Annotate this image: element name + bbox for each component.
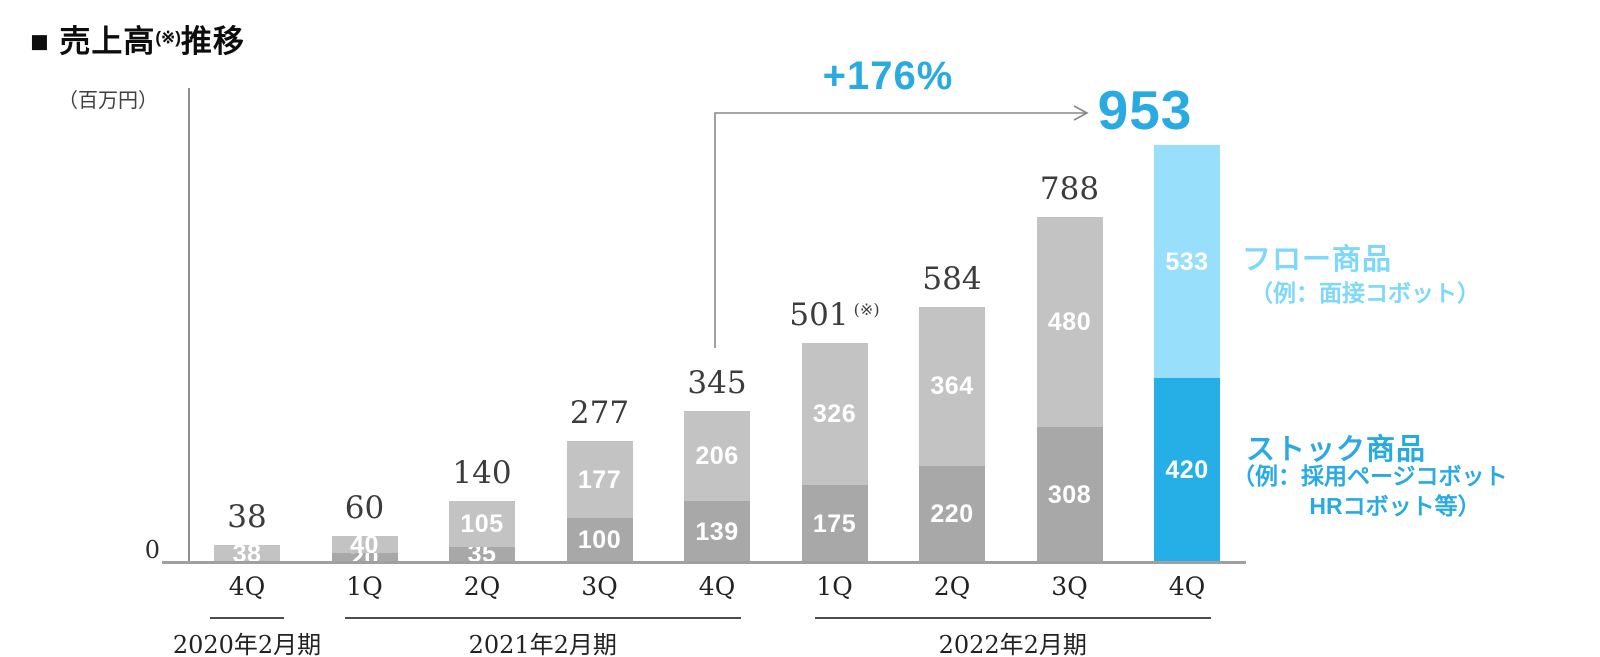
growth-annotation-label: +176% — [822, 54, 954, 98]
bar-total-label: 584 — [922, 260, 982, 297]
bar-segment-value: 220 — [930, 499, 974, 528]
x-axis-quarter-label: 2Q — [463, 572, 501, 601]
fiscal-year-underline — [814, 617, 1211, 619]
bar-segment-flow — [331, 535, 398, 554]
bar-segment-flow — [801, 342, 868, 486]
bar-segment-flow — [1154, 145, 1220, 379]
bar-total-label: 140 — [452, 454, 512, 491]
bar-segment-value: 420 — [1165, 456, 1209, 485]
legend-stock-title: ストック商品 — [1246, 434, 1427, 466]
bar-total-label: 38 — [227, 499, 267, 536]
x-axis-quarter-label: 4Q — [228, 572, 266, 601]
bar-total-label: 60 — [344, 489, 385, 526]
title-footnote-mark: (※) — [155, 28, 181, 47]
bar-segment-stock — [331, 553, 398, 562]
bar-segment-value: 308 — [1047, 480, 1092, 509]
bar-segment-stock — [566, 518, 633, 562]
legend-stock-subtitle-line2: HRコボット等） — [1309, 493, 1481, 519]
x-axis-quarter-label: 1Q — [816, 572, 853, 601]
bar-segment-stock — [449, 546, 515, 562]
page-title: ■ 売上高(※)推移 — [30, 16, 245, 61]
bar-segment-flow — [566, 440, 633, 519]
x-axis-quarter-label: 4Q — [1168, 572, 1206, 601]
x-axis-quarter-label: 2Q — [933, 572, 971, 601]
title-prefix: ■ 売上高 — [30, 24, 156, 59]
bar-segment-value: 364 — [930, 372, 974, 401]
bar-segment-value: 533 — [1165, 247, 1209, 276]
bar-total-label: 953 — [1097, 79, 1193, 141]
legend-flow-subtitle: （例：面接コボット） — [1250, 280, 1480, 306]
fiscal-year-underline — [344, 617, 741, 619]
bar-segment-flow — [214, 545, 280, 562]
bar-segment-value: 40 — [350, 530, 379, 559]
bar-segment-value: 100 — [577, 526, 622, 555]
y-axis-unit-label: （百万円） — [58, 88, 158, 112]
bar-segment-flow — [449, 500, 515, 547]
bar-segment-stock — [919, 465, 985, 562]
fiscal-year-label: 2020年2月期 — [172, 631, 322, 657]
total-footnote-mark: (※) — [848, 299, 880, 319]
legend-flow-title: フロー商品 — [1242, 244, 1393, 276]
bar-segment-value: 139 — [695, 517, 739, 546]
bar-total-label: 277 — [569, 394, 630, 431]
bar-segment-stock — [801, 485, 868, 562]
bar-segment-flow — [684, 411, 750, 502]
bar-total-label: 788 — [1039, 171, 1100, 208]
bar-segment-value: 480 — [1047, 308, 1092, 337]
y-axis-origin-label: 0 — [144, 536, 160, 564]
fiscal-year-label: 2021年2月期 — [468, 631, 617, 657]
bar-segment-stock — [1036, 427, 1103, 562]
bar-segment-value: 177 — [577, 465, 622, 494]
bar-segment-value: 326 — [812, 400, 857, 429]
x-axis-quarter-label: 3Q — [1051, 572, 1088, 601]
bar-segment-value: 206 — [695, 442, 739, 471]
bar-segment-value: 38 — [232, 539, 262, 568]
x-axis-line — [162, 561, 1246, 564]
bar-total-label: 345 — [687, 365, 747, 402]
bar-segment-value: 175 — [812, 509, 857, 538]
fiscal-year-label: 2022年2月期 — [938, 631, 1087, 657]
fiscal-year-underline — [210, 617, 284, 619]
bar-segment-flow — [919, 306, 985, 466]
bar-total-label: 501 (※) — [789, 296, 880, 333]
y-axis-line — [188, 88, 190, 562]
bar-segment-stock — [1154, 378, 1220, 562]
x-axis-quarter-label: 4Q — [698, 572, 736, 601]
x-axis-quarter-label: 3Q — [581, 572, 618, 601]
bar-segment-flow — [1036, 217, 1103, 428]
x-axis-quarter-label: 1Q — [346, 572, 383, 601]
legend-stock-subtitle-line1: （例：採用ページコボット — [1232, 463, 1508, 489]
title-suffix: 推移 — [180, 24, 245, 59]
bar-segment-value: 105 — [460, 509, 504, 538]
growth-arrow-icon — [714, 105, 1089, 348]
bar-segment-stock — [684, 501, 750, 562]
